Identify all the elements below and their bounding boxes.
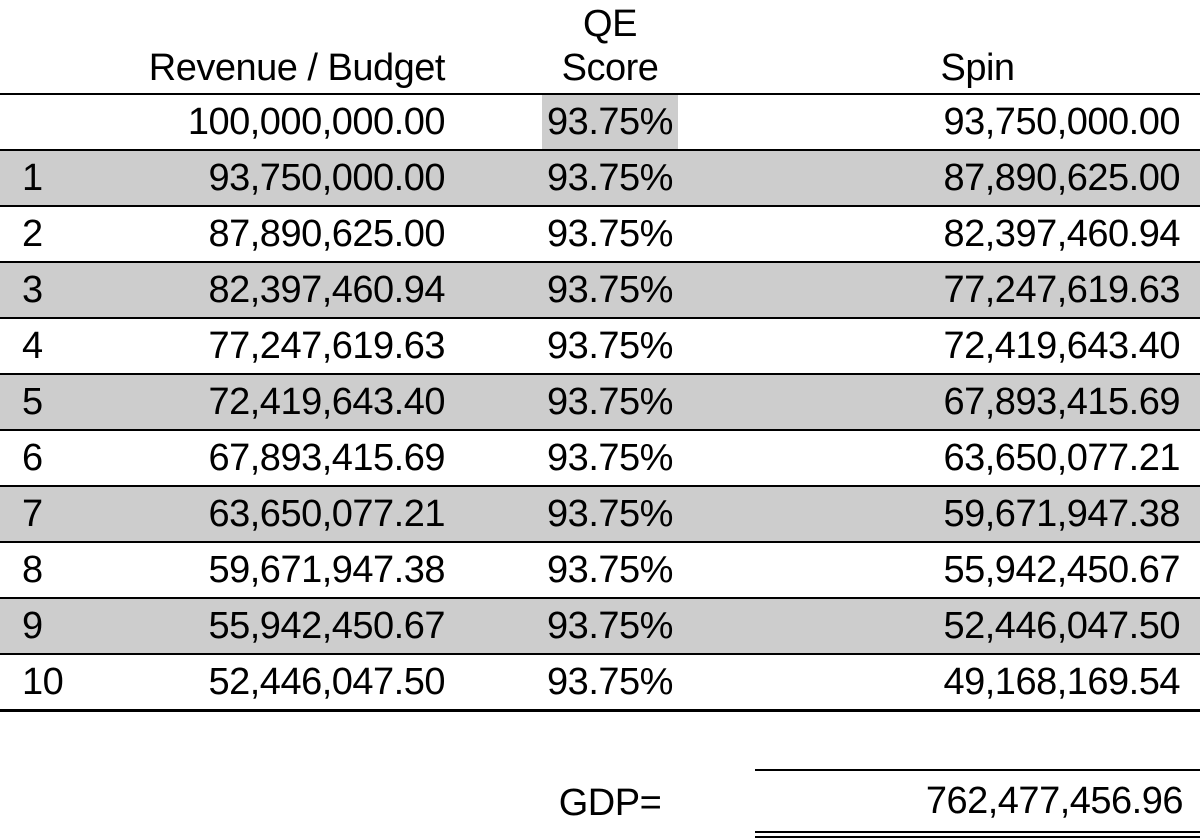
row-number-cell[interactable]: 2 [22, 213, 43, 255]
row-number-cell[interactable]: 6 [22, 437, 43, 479]
table-row: 4 77,247,619.63 93.75% 72,419,643.40 [0, 319, 1200, 375]
table-body: 100,000,000.00 93.75% 93,750,000.00 1 93,750… [0, 95, 1200, 712]
row-number-cell[interactable]: 9 [22, 605, 43, 647]
spin-cell[interactable]: 63,650,077.21 [943, 437, 1180, 479]
row-number-cell[interactable]: 5 [22, 381, 43, 423]
table-row: 9 55,942,450.67 93.75% 52,446,047.50 [0, 599, 1200, 655]
spin-cell[interactable]: 59,671,947.38 [943, 493, 1180, 535]
spin-cell[interactable]: 67,893,415.69 [943, 381, 1180, 423]
revenue-budget-cell[interactable]: 82,397,460.94 [208, 269, 445, 311]
qe-score-value: 93.75% [547, 325, 673, 367]
qe-score-cell[interactable]: 93.75% [465, 207, 755, 261]
row-number-cell[interactable]: 1 [22, 157, 43, 199]
qe-score-cell[interactable]: 93.75% [465, 151, 755, 205]
qe-score-value-highlighted: 93.75% [542, 95, 678, 149]
gdp-total-cell[interactable]: 762,477,456.96 [755, 769, 1200, 838]
revenue-budget-cell[interactable]: 77,247,619.63 [208, 325, 445, 367]
qe-score-cell[interactable]: 93.75% [465, 263, 755, 317]
revenue-budget-cell[interactable]: 67,893,415.69 [208, 437, 445, 479]
revenue-budget-cell[interactable]: 55,942,450.67 [208, 605, 445, 647]
qe-score-cell[interactable]: 93.75% [465, 431, 755, 485]
qe-score-cell[interactable]: 93.75% [465, 95, 755, 149]
table-header-row: Revenue / Budget QE Score Spin [0, 0, 1200, 95]
header-qe-score[interactable]: QE Score [465, 2, 755, 90]
header-qe-score-line2: Score [561, 47, 659, 89]
gdp-empty-cell-1 [0, 769, 97, 838]
qe-score-value: 93.75% [547, 213, 673, 255]
spin-cell[interactable]: 93,750,000.00 [943, 101, 1180, 143]
revenue-budget-cell[interactable]: 72,419,643.40 [208, 381, 445, 423]
spin-cell[interactable]: 52,446,047.50 [943, 605, 1180, 647]
qe-score-value: 93.75% [547, 661, 673, 703]
spin-cell[interactable]: 82,397,460.94 [943, 213, 1180, 255]
spin-cell[interactable]: 55,942,450.67 [943, 549, 1180, 591]
qe-score-value: 93.75% [547, 605, 673, 647]
revenue-budget-cell[interactable]: 63,650,077.21 [208, 493, 445, 535]
revenue-budget-cell[interactable]: 87,890,625.00 [208, 213, 445, 255]
row-number-cell[interactable]: 4 [22, 325, 43, 367]
gdp-label[interactable]: GDP= [558, 782, 662, 824]
row-number-cell[interactable]: 8 [22, 549, 43, 591]
qe-score-value: 93.75% [547, 381, 673, 423]
qe-score-value: 93.75% [547, 493, 673, 535]
header-revenue-budget[interactable]: Revenue / Budget [148, 47, 446, 89]
qe-score-cell[interactable]: 93.75% [465, 599, 755, 653]
table-row: 10 52,446,047.50 93.75% 49,168,169.54 [0, 655, 1200, 712]
revenue-budget-cell[interactable]: 93,750,000.00 [208, 157, 445, 199]
table-row: 3 82,397,460.94 93.75% 77,247,619.63 [0, 263, 1200, 319]
blank-row [0, 712, 1200, 769]
spin-cell[interactable]: 49,168,169.54 [943, 661, 1180, 703]
header-qe-score-line1: QE [583, 3, 637, 45]
revenue-budget-cell[interactable]: 52,446,047.50 [208, 661, 445, 703]
table-row: 6 67,893,415.69 93.75% 63,650,077.21 [0, 431, 1200, 487]
table-row: 2 87,890,625.00 93.75% 82,397,460.94 [0, 207, 1200, 263]
revenue-budget-cell[interactable]: 59,671,947.38 [208, 549, 445, 591]
qe-score-value: 93.75% [547, 437, 673, 479]
qe-score-value: 93.75% [547, 549, 673, 591]
gdp-total-row: GDP= 762,477,456.96 [0, 769, 1200, 838]
spin-cell[interactable]: 77,247,619.63 [943, 269, 1180, 311]
qe-score-cell[interactable]: 93.75% [465, 319, 755, 373]
qe-score-cell[interactable]: 93.75% [465, 375, 755, 429]
row-number-cell[interactable]: 7 [22, 493, 43, 535]
table-row: 7 63,650,077.21 93.75% 59,671,947.38 [0, 487, 1200, 543]
qe-score-cell[interactable]: 93.75% [465, 487, 755, 541]
table-row: 100,000,000.00 93.75% 93,750,000.00 [0, 95, 1200, 151]
row-number-cell[interactable]: 10 [22, 661, 64, 703]
gdp-total-value: 762,477,456.96 [925, 779, 1184, 822]
gdp-empty-cell-2 [97, 769, 465, 838]
revenue-budget-cell[interactable]: 100,000,000.00 [187, 101, 446, 143]
spin-cell[interactable]: 87,890,625.00 [943, 157, 1180, 199]
table-row: 1 93,750,000.00 93.75% 87,890,625.00 [0, 151, 1200, 207]
qe-score-value: 93.75% [547, 269, 673, 311]
table-row: 5 72,419,643.40 93.75% 67,893,415.69 [0, 375, 1200, 431]
qe-score-cell[interactable]: 93.75% [465, 543, 755, 597]
table-row: 8 59,671,947.38 93.75% 55,942,450.67 [0, 543, 1200, 599]
qe-score-cell[interactable]: 93.75% [465, 655, 755, 709]
header-spin[interactable]: Spin [940, 47, 1015, 89]
row-number-cell[interactable]: 3 [22, 269, 43, 311]
spin-cell[interactable]: 72,419,643.40 [943, 325, 1180, 367]
qe-score-value: 93.75% [547, 157, 673, 199]
